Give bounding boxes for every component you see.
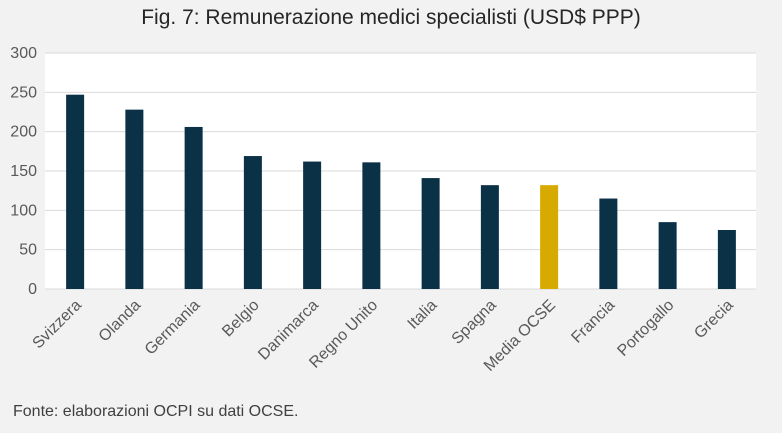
bar-olanda bbox=[125, 109, 144, 289]
bar-grecia bbox=[717, 230, 736, 289]
source-note: Fonte: elaborazioni OCPI su dati OCSE. bbox=[13, 403, 299, 420]
bars bbox=[66, 94, 736, 290]
x-category-label: Belgio bbox=[219, 297, 263, 341]
y-tick-label: 200 bbox=[10, 124, 37, 141]
bar-germania bbox=[184, 126, 203, 290]
chart-title: Fig. 7: Remunerazione medici specialisti… bbox=[141, 6, 641, 29]
y-tick-label: 0 bbox=[28, 281, 37, 298]
x-category-label: Portogallo bbox=[614, 297, 677, 360]
bar-spagna bbox=[480, 185, 499, 289]
bar-danimarca bbox=[303, 161, 322, 289]
y-tick-label: 250 bbox=[10, 84, 37, 101]
bar-media-ocse bbox=[540, 185, 559, 289]
y-tick-label: 150 bbox=[10, 163, 37, 180]
gridlines bbox=[45, 52, 756, 290]
y-tick-label: 300 bbox=[10, 45, 37, 62]
x-category-label: Italia bbox=[405, 297, 441, 333]
bar-portogallo bbox=[658, 222, 677, 289]
bar-regno-unito bbox=[362, 162, 381, 289]
x-category-label: Germania bbox=[142, 297, 204, 359]
y-axis-ticks: 0 50 100 150 200 250 300 bbox=[10, 45, 37, 298]
x-category-label: Svizzera bbox=[30, 297, 85, 352]
bar-belgio bbox=[243, 156, 262, 289]
y-tick-label: 100 bbox=[10, 202, 37, 219]
bar-italia bbox=[421, 178, 440, 289]
x-category-label: Grecia bbox=[691, 297, 736, 342]
bar-francia bbox=[599, 198, 618, 289]
bar-svizzera bbox=[66, 94, 85, 290]
y-tick-label: 50 bbox=[19, 242, 37, 259]
x-category-label: Olanda bbox=[96, 297, 145, 346]
x-category-label: Spagna bbox=[449, 297, 500, 348]
x-category-label: Francia bbox=[568, 297, 618, 347]
